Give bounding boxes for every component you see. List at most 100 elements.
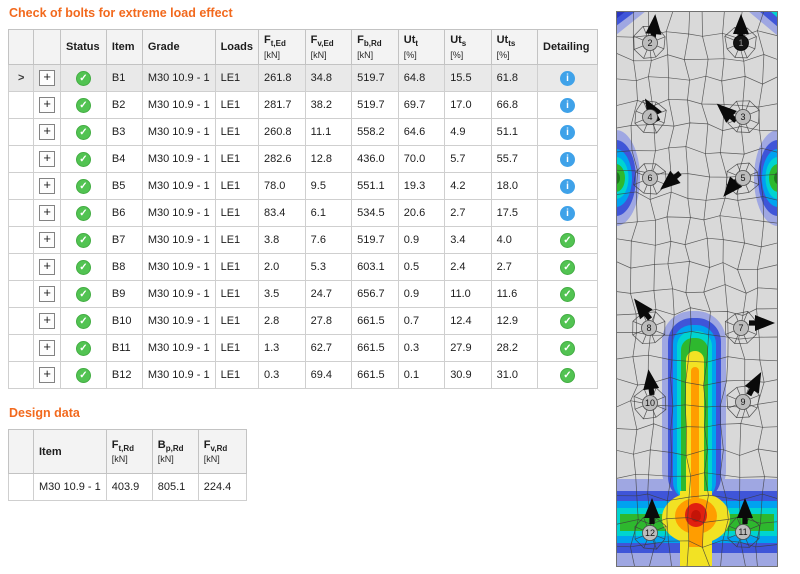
status-ok-icon: ✓ [75,232,91,248]
bolt-marker-5[interactable] [735,170,751,186]
detailing-cell[interactable]: i [537,145,598,173]
expand-plus-button[interactable]: + [39,232,56,248]
row-expander-cell[interactable] [7,226,35,254]
detailing-info-icon[interactable]: i [560,151,575,167]
row-expander-cell[interactable] [7,118,35,146]
detailing-info-icon[interactable]: i [560,205,575,221]
table-row-b3[interactable]: + ✓ B3 M30 10.9 - 1 LE1 260.8 11.1 558.2 64.6 4.9… [7,118,598,146]
bolt-marker-6[interactable] [642,170,658,186]
detailing-cell[interactable]: i [537,199,598,227]
detailing-cell[interactable]: ✓ [537,307,598,335]
expand-plus-button[interactable]: + [39,367,56,383]
expand-details-cell[interactable]: + [33,118,61,146]
detailing-cell[interactable]: ✓ [537,280,598,308]
mesh-line [725,330,735,335]
bolt-marker-12[interactable] [642,525,658,541]
table-row-b10[interactable]: + ✓ B10 M30 10.9 - 1 LE1 2.8 27.8 661.5 0.7 12.4 1… [7,307,598,335]
row-expander-cell[interactable] [7,280,35,308]
bolt-marker-3[interactable] [735,109,751,125]
expand-details-cell[interactable]: + [33,334,61,362]
detailing-info-icon[interactable]: i [560,70,575,86]
detailing-cell[interactable]: i [537,64,598,92]
detailing-ok-icon[interactable]: ✓ [560,367,575,383]
bolt-marker-8[interactable] [641,320,657,336]
table-row-b4[interactable]: + ✓ B4 M30 10.9 - 1 LE1 282.6 12.8 436.0 70.0 5.7… [7,145,598,173]
table-row-b5[interactable]: + ✓ B5 M30 10.9 - 1 LE1 78.0 9.5 551.1 19.3 4.2 18… [7,172,598,200]
expand-details-cell[interactable]: + [33,199,61,227]
detailing-cell[interactable]: ✓ [537,226,598,254]
detailing-ok-icon[interactable]: ✓ [560,340,575,356]
expand-plus-button[interactable]: + [39,178,56,194]
detailing-info-icon[interactable]: i [560,97,575,113]
row-expander-cell[interactable] [7,172,35,200]
row-expander-cell[interactable]: > [7,64,35,92]
cell-fb-rd: 558.2 [351,118,399,146]
expand-plus-button[interactable]: + [39,205,56,221]
detailing-cell[interactable]: ✓ [537,334,598,362]
bolt-marker-4[interactable] [642,109,658,125]
row-expander-chevron-icon[interactable]: > [17,72,25,84]
detailing-cell[interactable]: ✓ [537,253,598,281]
expand-details-cell[interactable]: + [33,253,61,281]
row-expander-cell[interactable] [7,91,35,119]
expand-details-cell[interactable]: + [33,91,61,119]
bolt-marker-1[interactable] [733,35,749,51]
cell-ut-ts: 11.6 [490,280,539,308]
detailing-cell[interactable]: i [537,118,598,146]
expand-plus-button[interactable]: + [39,313,56,329]
expand-plus-button[interactable]: + [39,151,56,167]
cell-ft-ed: 0.3 [257,361,306,389]
cell-ut-ts: 51.1 [490,118,539,146]
detailing-ok-icon[interactable]: ✓ [560,259,575,275]
mesh-line [726,171,737,176]
expand-plus-button[interactable]: + [39,340,56,356]
expand-details-cell[interactable]: + [33,226,61,254]
table-row-b8[interactable]: + ✓ B8 M30 10.9 - 1 LE1 2.0 5.3 603.1 0.5 2.4 2.7 ✓ [7,253,598,281]
row-expander-cell[interactable] [7,145,35,173]
bolt-marker-2[interactable] [642,35,658,51]
design-table-row[interactable]: M30 10.9 - 1 403.9 805.1 224.4 [8,473,247,501]
cell-loads: LE1 [214,307,259,335]
detailing-ok-icon[interactable]: ✓ [560,286,575,302]
detailing-ok-icon[interactable]: ✓ [560,313,575,329]
detailing-ok-icon[interactable]: ✓ [560,232,575,248]
expand-details-cell[interactable]: + [33,172,61,200]
row-expander-cell[interactable] [7,307,35,335]
expand-details-cell[interactable]: + [33,280,61,308]
expand-plus-button[interactable]: + [39,124,56,140]
bolt-marker-7[interactable] [733,320,749,336]
expand-plus-button[interactable]: + [39,70,56,86]
bolt-table-header: Status Item Grade Loads Ft,Ed [kN] Fv,Ed [kN] Fb… [7,29,598,65]
row-expander-cell[interactable] [7,199,35,227]
detailing-cell[interactable]: i [537,172,598,200]
table-row-b12[interactable]: + ✓ B12 M30 10.9 - 1 LE1 0.3 69.4 661.5 0.1 30.9 3… [7,361,598,389]
table-row-b11[interactable]: + ✓ B11 M30 10.9 - 1 LE1 1.3 62.7 661.5 0.3 27.9 2… [7,334,598,362]
detailing-cell[interactable]: i [537,91,598,119]
bolt-marker-10[interactable] [642,395,658,411]
detailing-cell[interactable]: ✓ [537,361,598,389]
row-expander-cell[interactable] [7,334,35,362]
table-row-b9[interactable]: + ✓ B9 M30 10.9 - 1 LE1 3.5 24.7 656.7 0.9 11.0 11… [7,280,598,308]
expand-details-cell[interactable]: + [33,64,61,92]
table-row-b2[interactable]: + ✓ B2 M30 10.9 - 1 LE1 281.7 38.2 519.7 69.7 17.… [7,91,598,119]
mesh-line [632,311,666,345]
table-row-b1[interactable]: > + ✓ B1 M30 10.9 - 1 LE1 261.8 34.8 519.7 64.8 15… [7,64,598,92]
expand-details-cell[interactable]: + [33,361,61,389]
expand-plus-button[interactable]: + [39,97,56,113]
bolt-marker-11[interactable] [735,524,751,540]
expand-plus-button[interactable]: + [39,286,56,302]
bolt-check-title: Check of bolts for extreme load effect [9,6,233,20]
table-row-b6[interactable]: + ✓ B6 M30 10.9 - 1 LE1 83.4 6.1 534.5 20.6 2.7 17… [7,199,598,227]
row-expander-cell[interactable] [7,253,35,281]
expand-details-cell[interactable]: + [33,307,61,335]
cell-fv-ed: 38.2 [304,91,353,119]
expand-plus-button[interactable]: + [39,259,56,275]
bolt-marker-9[interactable] [735,394,751,410]
expand-details-cell[interactable]: + [33,145,61,173]
detailing-info-icon[interactable]: i [560,178,575,194]
row-expander-cell[interactable] [7,361,35,389]
detailing-info-icon[interactable]: i [560,124,575,140]
mesh-line [749,534,760,539]
table-row-b7[interactable]: + ✓ B7 M30 10.9 - 1 LE1 3.8 7.6 519.7 0.9 3.4 4.0 ✓ [7,226,598,254]
